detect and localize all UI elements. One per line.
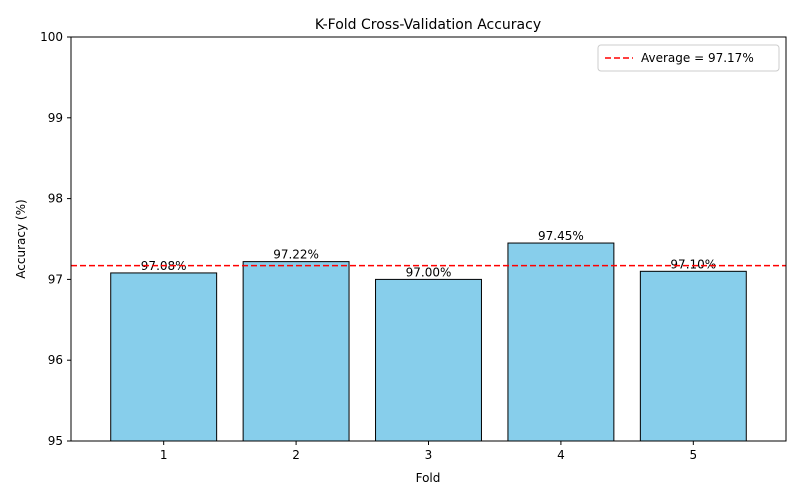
legend-box [597,44,780,72]
legend-label: Average = 97.17% [641,51,754,65]
bar-value-label: 97.00% [406,265,452,279]
x-tick-label: 4 [557,448,565,462]
bar-value-label: 97.45% [538,229,584,243]
y-tick-label: 98 [48,192,63,206]
y-tick-label: 96 [48,353,63,367]
y-tick-label: 95 [48,434,63,448]
y-tick-label: 100 [40,30,63,44]
bar-fold-2 [242,261,350,442]
x-tick-label: 2 [292,448,300,462]
legend: Average = 97.17% [597,44,780,72]
chart-title: K-Fold Cross-Validation Accuracy [315,17,541,33]
bar-value-label: 97.22% [273,248,319,262]
bars-group [110,242,747,442]
y-axis-ticks: 95 96 97 98 99 100 [40,30,71,448]
x-axis-label: Fold [416,471,441,485]
x-tick-label: 5 [689,448,697,462]
x-axis-ticks: 1 2 3 4 5 [160,441,697,462]
y-tick-label: 99 [48,111,63,125]
bar-labels-group: 97.08%97.22%97.00%97.45%97.10% [141,229,716,279]
bar-fold-1 [110,272,218,442]
x-tick-label: 3 [425,448,433,462]
plot-frame [70,36,787,442]
x-tick-label: 1 [160,448,168,462]
y-tick-label: 97 [48,272,63,286]
bar-value-label: 97.10% [670,257,716,271]
bar-fold-4 [507,242,615,442]
y-axis-label: Accuracy (%) [14,199,28,278]
bar-fold-5 [639,270,747,442]
bar-fold-3 [375,278,482,442]
